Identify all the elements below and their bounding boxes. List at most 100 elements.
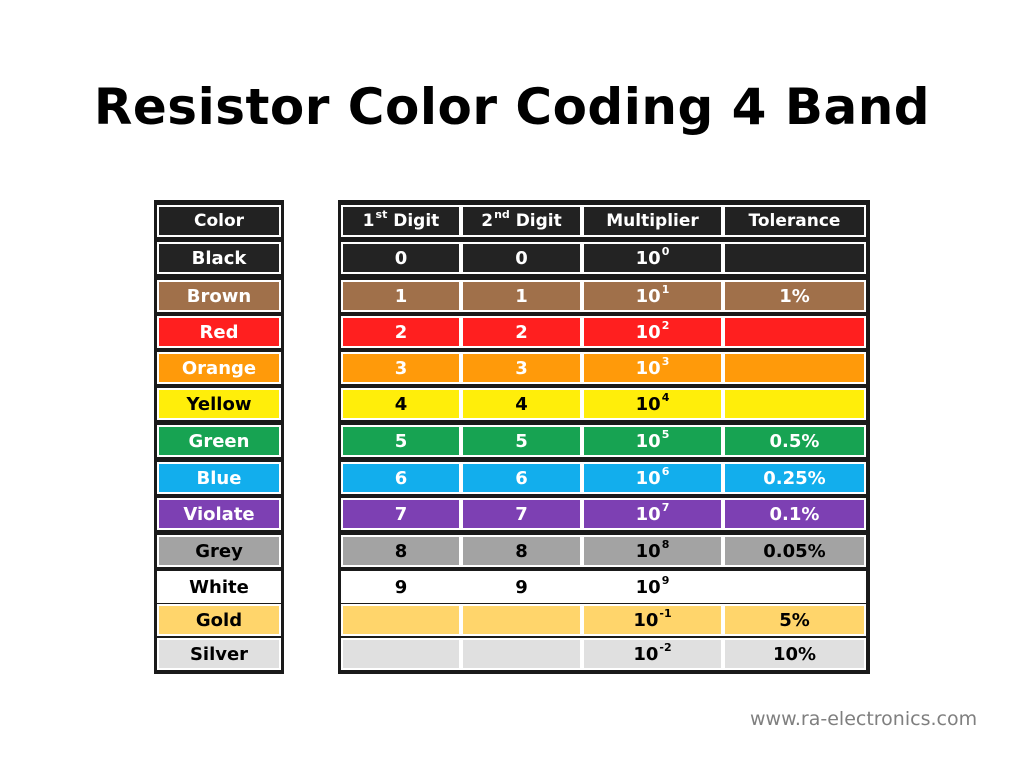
color-name-cell: Brown [157, 280, 281, 312]
multiplier-base: 10 [635, 393, 661, 415]
digit1-cell: 7 [341, 498, 461, 530]
color-row: Silver [154, 638, 284, 670]
color-row: White [154, 571, 284, 603]
multiplier-exponent: 4 [661, 390, 670, 404]
tolerance-cell: 0.05% [723, 535, 866, 567]
multiplier-exponent: -1 [659, 606, 672, 620]
tolerance-cell: 5% [723, 604, 866, 636]
digit2-cell [461, 638, 582, 670]
multiplier-cell: 10 2 [582, 316, 723, 348]
color-row: Green [154, 425, 284, 457]
multiplier-header: Multiplier [582, 205, 723, 237]
multiplier-exponent: 3 [661, 354, 670, 368]
code-row: 10 -1 5% [338, 604, 870, 636]
digit1-cell: 4 [341, 388, 461, 420]
digit2-header-rest: Digit [509, 211, 562, 231]
color-name-cell: Red [157, 316, 281, 348]
multiplier-cell: 10 7 [582, 498, 723, 530]
multiplier-cell: 10 0 [582, 242, 723, 274]
digit1-cell: 3 [341, 352, 461, 384]
color-name-cell: Violate [157, 498, 281, 530]
code-row: 7 7 10 7 0.1% [338, 498, 870, 530]
multiplier-base: 10 [633, 609, 659, 631]
page-title: Resistor Color Coding 4 Band [93, 78, 931, 136]
tolerance-cell [723, 352, 866, 384]
tolerance-cell: 10% [723, 638, 866, 670]
color-name-cell: Gold [157, 604, 281, 636]
color-row: Brown [154, 280, 284, 312]
color-name-cell: Yellow [157, 388, 281, 420]
color-name-cell: Green [157, 425, 281, 457]
digit1-header-sup: st [375, 207, 388, 221]
code-row: 3 3 10 3 [338, 352, 870, 384]
digit1-cell: 9 [341, 571, 461, 603]
digit2-cell: 4 [461, 388, 582, 420]
tolerance-cell: 0.5% [723, 425, 866, 457]
multiplier-base: 10 [635, 285, 661, 307]
multiplier-cell: 10 6 [582, 462, 723, 494]
multiplier-cell: 10 3 [582, 352, 723, 384]
color-row: Gold [154, 604, 284, 636]
code-row: 1 1 10 1 1% [338, 280, 870, 312]
digit2-cell: 8 [461, 535, 582, 567]
digit2-cell [461, 604, 582, 636]
multiplier-exponent: 0 [661, 244, 670, 258]
multiplier-base: 10 [635, 576, 661, 598]
multiplier-base: 10 [635, 357, 661, 379]
digit2-cell: 5 [461, 425, 582, 457]
multiplier-cell: 10 4 [582, 388, 723, 420]
color-header-row: Color [154, 205, 284, 237]
tolerance-cell [723, 571, 866, 603]
digit1-cell: 6 [341, 462, 461, 494]
multiplier-exponent: 1 [661, 282, 670, 296]
multiplier-cell: 10 9 [582, 571, 723, 603]
multiplier-cell: 10 -1 [582, 604, 723, 636]
tolerance-cell: 0.25% [723, 462, 866, 494]
multiplier-exponent: 2 [661, 318, 670, 332]
multiplier-base: 10 [635, 503, 661, 525]
tolerance-cell [723, 388, 866, 420]
digit1-cell: 8 [341, 535, 461, 567]
color-header: Color [157, 205, 281, 237]
multiplier-cell: 10 -2 [582, 638, 723, 670]
color-row: Orange [154, 352, 284, 384]
color-name-table: Color Black Brown Red Orange Yellow Green Blue… [154, 200, 284, 674]
color-name-cell: Blue [157, 462, 281, 494]
digit2-cell: 6 [461, 462, 582, 494]
digit1-cell: 5 [341, 425, 461, 457]
color-row: Yellow [154, 388, 284, 420]
code-row: 5 5 10 5 0.5% [338, 425, 870, 457]
color-row: Violate [154, 498, 284, 530]
multiplier-base: 10 [635, 430, 661, 452]
digit2-cell: 7 [461, 498, 582, 530]
tolerance-header: Tolerance [723, 205, 866, 237]
digit2-cell: 0 [461, 242, 582, 274]
multiplier-cell: 10 8 [582, 535, 723, 567]
color-row: Black [154, 242, 284, 274]
digit1-cell [341, 638, 461, 670]
multiplier-exponent: -2 [659, 640, 672, 654]
color-name-cell: Black [157, 242, 281, 274]
digit1-cell: 0 [341, 242, 461, 274]
multiplier-base: 10 [635, 247, 661, 269]
color-name-cell: White [157, 571, 281, 603]
multiplier-cell: 10 1 [582, 280, 723, 312]
multiplier-exponent: 8 [661, 537, 670, 551]
multiplier-base: 10 [635, 540, 661, 562]
digit1-header-base: 1 [362, 211, 375, 231]
multiplier-base: 10 [633, 643, 659, 665]
color-row: Grey [154, 535, 284, 567]
tolerance-cell: 1% [723, 280, 866, 312]
multiplier-exponent: 5 [661, 427, 670, 441]
code-row: 10 -2 10% [338, 638, 870, 670]
code-row: 8 8 10 8 0.05% [338, 535, 870, 567]
color-name-cell: Grey [157, 535, 281, 567]
color-name-cell: Silver [157, 638, 281, 670]
code-row: 9 9 10 9 [338, 571, 870, 603]
color-row: Red [154, 316, 284, 348]
digit2-cell: 2 [461, 316, 582, 348]
multiplier-exponent: 7 [661, 500, 670, 514]
multiplier-cell: 10 5 [582, 425, 723, 457]
